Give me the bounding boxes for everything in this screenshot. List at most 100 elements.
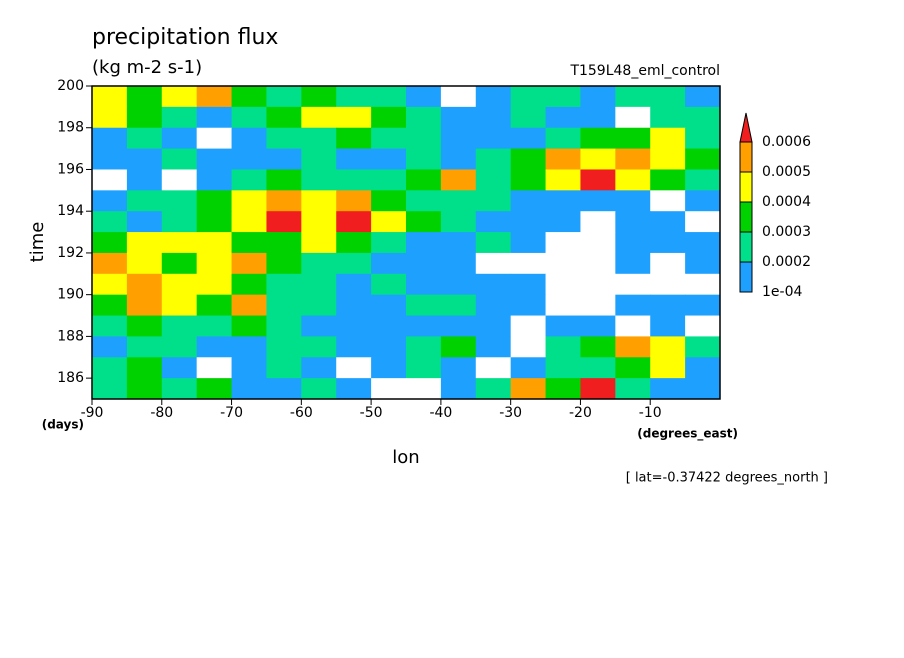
cell	[196, 378, 233, 400]
y-units: (days)	[42, 418, 84, 432]
cell	[126, 190, 163, 212]
cell	[92, 169, 128, 191]
cell	[231, 211, 267, 233]
cell	[406, 252, 442, 275]
colorbar-box	[739, 201, 753, 233]
cell	[406, 315, 442, 337]
cell	[440, 106, 477, 129]
cell	[510, 232, 547, 254]
cell	[650, 169, 686, 191]
cell	[231, 148, 267, 170]
cell	[126, 294, 163, 317]
cell	[580, 148, 616, 170]
cell	[266, 190, 302, 212]
cell	[440, 273, 477, 296]
cell	[231, 273, 267, 296]
cell	[615, 336, 651, 358]
cell	[475, 294, 512, 317]
cell	[126, 252, 163, 275]
colorbar-label: 0.0002	[762, 254, 811, 270]
cell	[685, 148, 721, 170]
colorbar-label: 0.0006	[762, 134, 811, 150]
cell	[580, 252, 616, 275]
cell	[301, 86, 337, 108]
cell	[231, 169, 267, 191]
cell	[580, 190, 616, 212]
cell	[440, 357, 477, 379]
cell	[371, 148, 407, 170]
cell	[266, 252, 302, 275]
cell	[615, 148, 651, 170]
x-tick-label: -40	[429, 405, 452, 421]
cell	[231, 106, 267, 129]
cell	[545, 273, 581, 296]
cell	[126, 127, 163, 150]
cell	[580, 294, 616, 317]
cell	[301, 315, 337, 337]
cell	[336, 211, 372, 233]
cell	[266, 169, 302, 191]
cell	[126, 378, 163, 400]
cell	[510, 378, 547, 400]
cell	[406, 273, 442, 296]
cell	[336, 148, 372, 170]
cell	[336, 336, 372, 358]
cell	[92, 148, 128, 170]
cell	[92, 336, 128, 358]
cell	[92, 106, 128, 129]
cell	[510, 86, 547, 108]
cell	[301, 357, 337, 379]
cell	[196, 211, 233, 233]
cell	[475, 378, 512, 400]
cell	[336, 315, 372, 337]
cell	[440, 211, 477, 233]
cell	[336, 273, 372, 296]
cell	[685, 378, 721, 400]
cell	[650, 336, 686, 358]
cell	[650, 273, 686, 296]
cell	[196, 127, 233, 150]
cell	[545, 211, 581, 233]
cell	[650, 294, 686, 317]
cell	[92, 294, 128, 317]
cell	[406, 86, 442, 108]
cell	[196, 86, 233, 108]
cell	[615, 232, 651, 254]
cell	[371, 336, 407, 358]
cell	[92, 127, 128, 150]
y-axis-label: time	[27, 222, 48, 263]
colorbar-arrow	[739, 112, 753, 143]
cell	[650, 232, 686, 254]
cell	[196, 357, 233, 379]
cell	[301, 252, 337, 275]
cell	[266, 86, 302, 108]
cell	[615, 273, 651, 296]
cell	[545, 148, 581, 170]
cell	[196, 252, 233, 275]
cell	[126, 169, 163, 191]
cell	[126, 232, 163, 254]
cell	[266, 127, 302, 150]
cell	[161, 232, 198, 254]
cell	[580, 315, 616, 337]
cell	[615, 169, 651, 191]
cell	[580, 378, 616, 400]
cell	[650, 315, 686, 337]
cell	[615, 127, 651, 150]
cell	[685, 252, 721, 275]
cell	[615, 294, 651, 317]
x-tick-label: -10	[639, 405, 662, 421]
cell	[92, 211, 128, 233]
cell	[231, 86, 267, 108]
cell	[510, 315, 547, 337]
cell	[475, 336, 512, 358]
cell	[92, 252, 128, 275]
cell	[92, 190, 128, 212]
run-label: T159L48_eml_control	[569, 63, 720, 79]
cell	[406, 357, 442, 379]
cell	[92, 357, 128, 379]
cell	[545, 106, 581, 129]
cell	[475, 273, 512, 296]
cell	[615, 86, 651, 108]
cell	[161, 190, 198, 212]
